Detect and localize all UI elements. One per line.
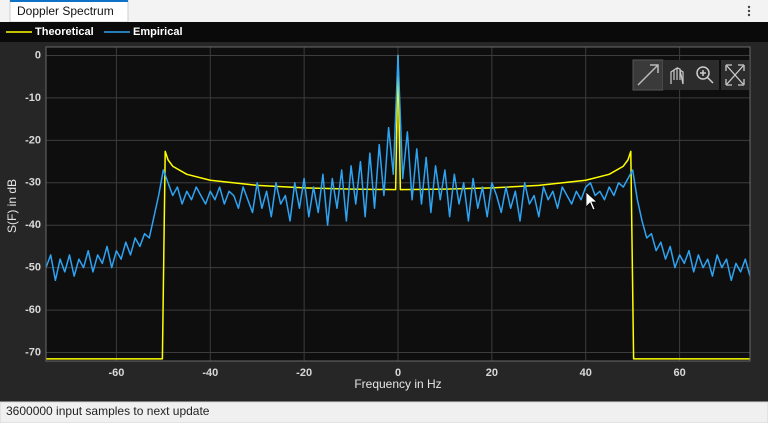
x-tick-label: 40 [580,367,592,379]
x-tick-label: -60 [108,367,124,379]
tab-accent [10,0,128,2]
series-line [46,54,750,282]
x-axis-label: Frequency in Hz [354,377,441,391]
y-tick-label: -40 [25,219,41,231]
menu-button[interactable] [747,5,751,17]
x-tick-label: 60 [673,367,685,379]
mouse-cursor [585,191,599,211]
y-tick-label: -70 [25,346,41,358]
zoom-in-button[interactable] [691,60,719,90]
legend-bar [0,22,768,42]
tab-bar [0,0,768,22]
y-tick-label: -20 [25,134,41,146]
tab-title: Doppler Spectrum [17,4,114,18]
legend-label: Theoretical [35,26,94,38]
legend-label: Empirical [133,26,183,38]
x-tick-label: 20 [486,367,498,379]
y-tick-label: -10 [25,92,41,104]
y-tick-label: -60 [25,304,41,316]
y-tick-label: 0 [35,49,41,61]
x-tick-label: -20 [296,367,312,379]
axes-toolbar [632,59,749,91]
y-tick-label: -30 [25,177,41,189]
x-tick-label: -40 [202,367,218,379]
y-tick-label: -50 [25,262,41,274]
plot-frame [45,46,751,362]
status-text: 3600000 input samples to next update [6,404,210,418]
y-axis-label: S(F) in dB [5,179,19,233]
x-tick-label: 0 [395,367,401,379]
data-layer [46,54,750,360]
